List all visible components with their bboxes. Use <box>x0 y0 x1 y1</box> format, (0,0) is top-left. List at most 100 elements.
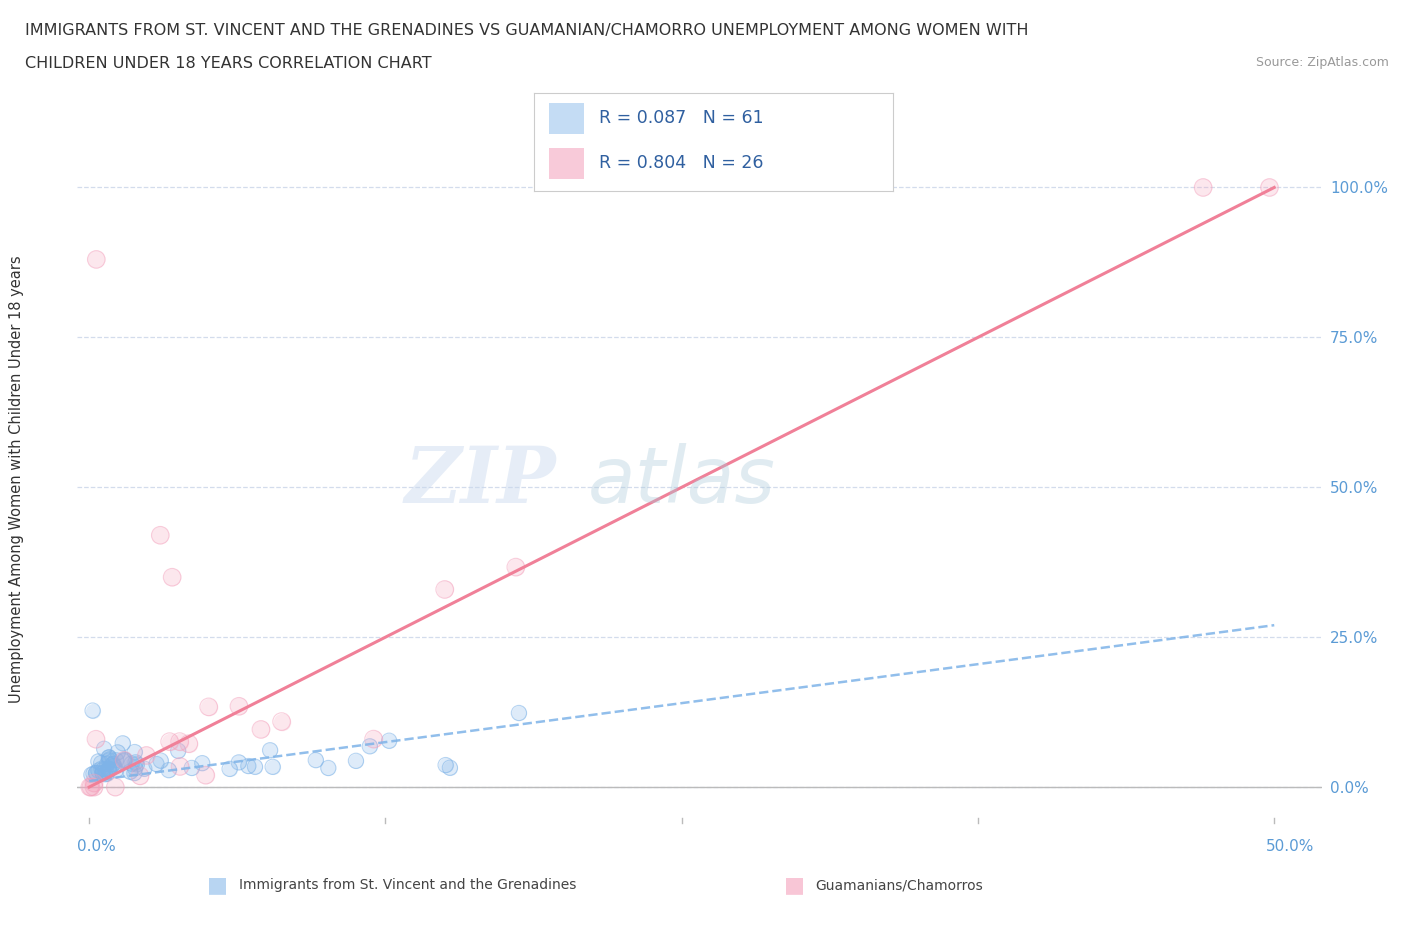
Point <box>84 732 107 747</box>
Point <box>124 761 146 776</box>
Text: atlas: atlas <box>588 444 775 519</box>
Text: ZIP: ZIP <box>405 443 557 520</box>
Bar <box>548 103 585 134</box>
Point <box>93 741 115 756</box>
Point <box>197 699 219 714</box>
Point <box>98 762 121 777</box>
Point <box>94 766 117 781</box>
Point <box>167 743 190 758</box>
Point <box>91 765 114 780</box>
Point <box>97 763 120 777</box>
Point <box>112 753 135 768</box>
Point <box>149 528 172 543</box>
Text: R = 0.804   N = 26: R = 0.804 N = 26 <box>599 154 763 172</box>
Point <box>1192 180 1215 195</box>
Point <box>125 757 148 772</box>
Point <box>82 703 104 718</box>
Point <box>169 759 191 774</box>
Point <box>344 753 367 768</box>
Point <box>86 765 108 780</box>
Point <box>79 779 101 794</box>
Point <box>134 762 156 777</box>
Point <box>250 722 273 737</box>
Point <box>135 748 157 763</box>
Point <box>114 752 136 767</box>
Point <box>112 753 135 768</box>
Point <box>83 779 105 794</box>
Point <box>359 738 381 753</box>
Point <box>149 753 172 768</box>
Point <box>97 761 120 776</box>
Point <box>105 753 128 768</box>
Point <box>93 741 115 756</box>
Point <box>87 764 110 778</box>
Point <box>439 761 461 776</box>
Point <box>434 758 457 773</box>
Point <box>96 756 118 771</box>
Bar <box>548 148 585 179</box>
Point <box>82 703 104 718</box>
Point <box>101 757 124 772</box>
Text: IMMIGRANTS FROM ST. VINCENT AND THE GRENADINES VS GUAMANIAN/CHAMORRO UNEMPLOYMEN: IMMIGRANTS FROM ST. VINCENT AND THE GREN… <box>25 23 1029 38</box>
Point <box>305 752 328 767</box>
Point <box>124 745 146 760</box>
Point <box>197 699 219 714</box>
Point <box>262 760 284 775</box>
Point <box>433 582 456 597</box>
Point <box>124 745 146 760</box>
Point <box>145 757 167 772</box>
Point <box>305 752 328 767</box>
Point <box>111 736 134 751</box>
Point <box>103 756 125 771</box>
Point <box>96 766 118 781</box>
Point <box>94 766 117 781</box>
Text: Guamanians/Chamorros: Guamanians/Chamorros <box>815 878 983 893</box>
Point <box>434 758 457 773</box>
Point <box>80 779 103 794</box>
Point <box>80 767 103 782</box>
Point <box>84 732 107 747</box>
Point <box>149 753 172 768</box>
Point <box>103 759 125 774</box>
Point <box>129 768 152 783</box>
Point <box>87 754 110 769</box>
Point <box>90 762 112 777</box>
Point <box>1258 180 1281 195</box>
Point <box>505 560 527 575</box>
Point <box>262 760 284 775</box>
Point <box>160 570 183 585</box>
Point <box>505 560 527 575</box>
Point <box>159 734 181 749</box>
Point <box>83 776 105 790</box>
Point <box>378 733 401 748</box>
Point <box>103 759 125 774</box>
Point <box>124 765 146 780</box>
Point <box>439 761 461 776</box>
Point <box>90 756 112 771</box>
Point <box>177 737 200 751</box>
Point <box>191 756 214 771</box>
Point <box>98 750 121 764</box>
Point <box>124 755 146 770</box>
Point <box>218 762 240 777</box>
Point <box>112 753 135 768</box>
Point <box>270 714 292 729</box>
Point <box>91 762 114 777</box>
Point <box>344 753 367 768</box>
Point <box>1258 180 1281 195</box>
Point <box>124 765 146 780</box>
Point <box>218 762 240 777</box>
Point <box>105 763 128 777</box>
Point <box>180 761 202 776</box>
Point <box>145 757 167 772</box>
Point <box>228 698 250 713</box>
Point <box>90 756 112 771</box>
Point <box>160 570 183 585</box>
Point <box>96 766 118 781</box>
Point <box>114 752 136 767</box>
Point <box>97 763 120 777</box>
Point <box>270 714 292 729</box>
Text: 0.0%: 0.0% <box>77 839 117 854</box>
Point <box>96 756 118 771</box>
Point <box>114 752 136 767</box>
